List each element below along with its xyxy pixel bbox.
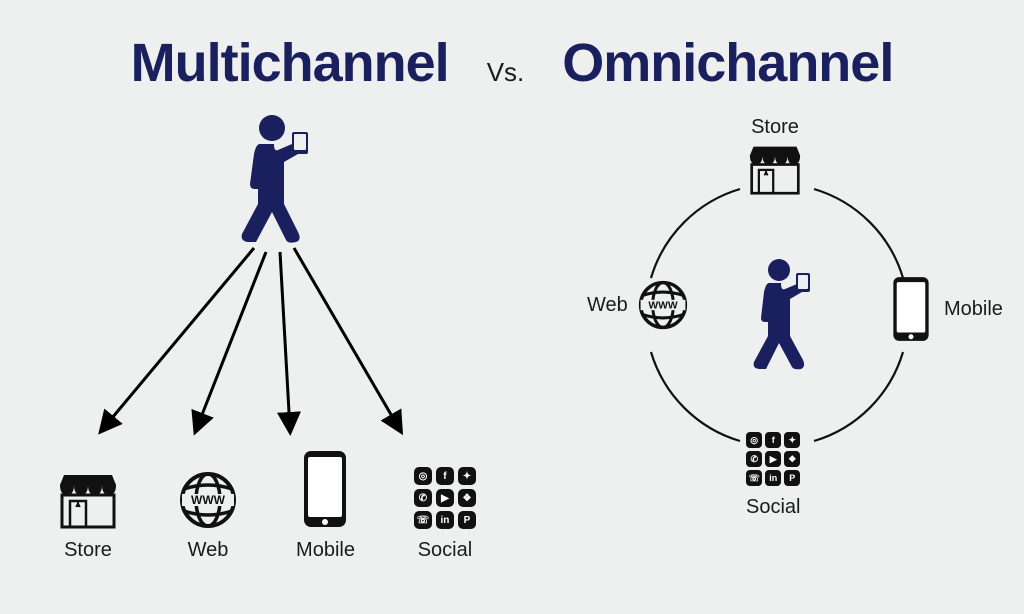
omni-label: Mobile bbox=[944, 298, 1003, 321]
globe-www-icon: WWW bbox=[638, 280, 688, 330]
svg-text:WWW: WWW bbox=[648, 300, 677, 311]
globe-www-icon: WWW bbox=[179, 471, 237, 529]
omni-label: Web bbox=[587, 294, 628, 317]
omni-node-social: ◎f✦ ✆▶❖ ☏inP Social bbox=[746, 432, 800, 519]
omnichannel-title: Omnichannel bbox=[562, 32, 893, 94]
store-icon bbox=[746, 143, 804, 195]
omnichannel-panel: Store WWW Web bbox=[512, 110, 1024, 600]
omni-node-store: Store bbox=[746, 116, 804, 195]
multichannel-panel: Store WWW Web bbox=[0, 110, 512, 600]
channel-social: ◎f✦ ✆▶❖ ☏inP Social bbox=[414, 467, 476, 562]
social-grid-icon: ◎f✦ ✆▶❖ ☏inP bbox=[414, 467, 476, 529]
omni-node-mobile: Mobile bbox=[890, 275, 1003, 343]
person-icon bbox=[742, 258, 818, 375]
social-grid-icon: ◎f✦ ✆▶❖ ☏inP bbox=[746, 432, 800, 486]
omni-label: Store bbox=[751, 116, 799, 139]
channel-web: WWW Web bbox=[179, 471, 237, 562]
omni-label: Social bbox=[746, 496, 800, 519]
channel-label: Mobile bbox=[296, 539, 355, 562]
store-icon bbox=[56, 471, 120, 529]
header: Multichannel Vs. Omnichannel bbox=[0, 32, 1024, 94]
svg-text:WWW: WWW bbox=[191, 493, 226, 507]
channel-store: Store bbox=[56, 471, 120, 562]
smartphone-icon bbox=[300, 449, 350, 529]
channel-label: Social bbox=[418, 539, 472, 562]
channel-mobile: Mobile bbox=[296, 449, 355, 562]
multichannel-title: Multichannel bbox=[131, 32, 449, 94]
vs-text: Vs. bbox=[487, 57, 525, 88]
omni-node-web: WWW Web bbox=[587, 280, 688, 330]
smartphone-icon bbox=[890, 275, 932, 343]
fanout-arrows bbox=[0, 110, 512, 490]
channels-row: Store WWW Web bbox=[56, 449, 476, 562]
channel-label: Store bbox=[64, 539, 112, 562]
channel-label: Web bbox=[188, 539, 229, 562]
